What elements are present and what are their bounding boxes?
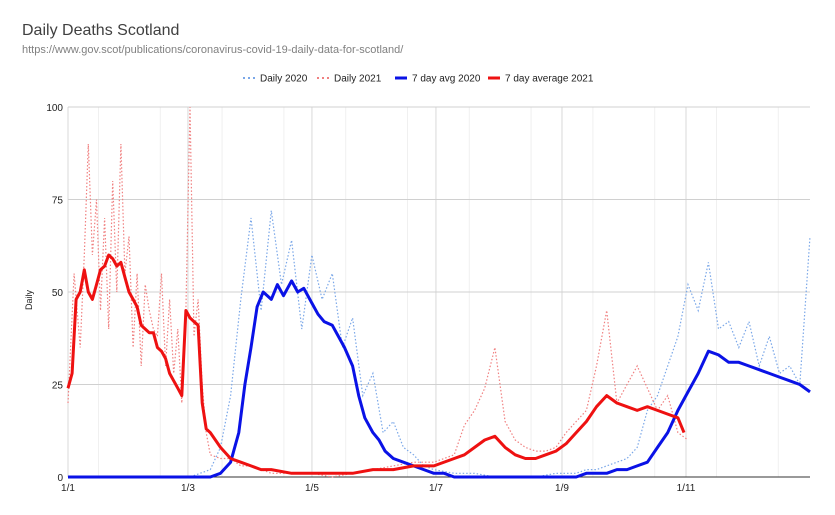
y-tick-label: 50 xyxy=(52,288,64,299)
y-tick-label: 0 xyxy=(57,473,63,484)
y-tick-label: 25 xyxy=(52,381,64,392)
legend-label: Daily 2021 xyxy=(334,74,382,85)
x-tick-label: 1/7 xyxy=(429,483,443,494)
axes: 0 25 50 75 100 1/1 1/3 1/5 1/7 1/9 1/11 xyxy=(46,103,695,494)
x-tick-label: 1/3 xyxy=(181,483,195,494)
x-tick-label: 1/9 xyxy=(555,483,569,494)
series-line-avg-2020 xyxy=(68,279,811,479)
legend: Daily 2020 Daily 2021 7 day avg 2020 7 day … xyxy=(243,74,594,85)
series-line-daily-2021 xyxy=(67,106,689,478)
x-tick-label: 1/1 xyxy=(61,483,75,494)
series-line-avg-2021 xyxy=(66,253,686,475)
y-axis-label: Daily xyxy=(24,290,34,311)
x-tick-label: 1/5 xyxy=(305,483,319,494)
chart-subtitle: https://www.gov.scot/publications/corona… xyxy=(22,44,404,56)
chart-title: Daily Deaths Scotland xyxy=(22,22,180,39)
x-tick-label: 1/11 xyxy=(677,483,696,494)
y-tick-label: 75 xyxy=(52,196,64,207)
grid-lines xyxy=(67,106,810,478)
legend-label: 7 day avg 2020 xyxy=(412,74,481,85)
legend-label: Daily 2020 xyxy=(260,74,308,85)
y-tick-label: 100 xyxy=(46,103,63,114)
series-lines xyxy=(66,106,811,479)
legend-label: 7 day average 2021 xyxy=(505,74,594,85)
series-line-daily-2020 xyxy=(68,210,811,478)
